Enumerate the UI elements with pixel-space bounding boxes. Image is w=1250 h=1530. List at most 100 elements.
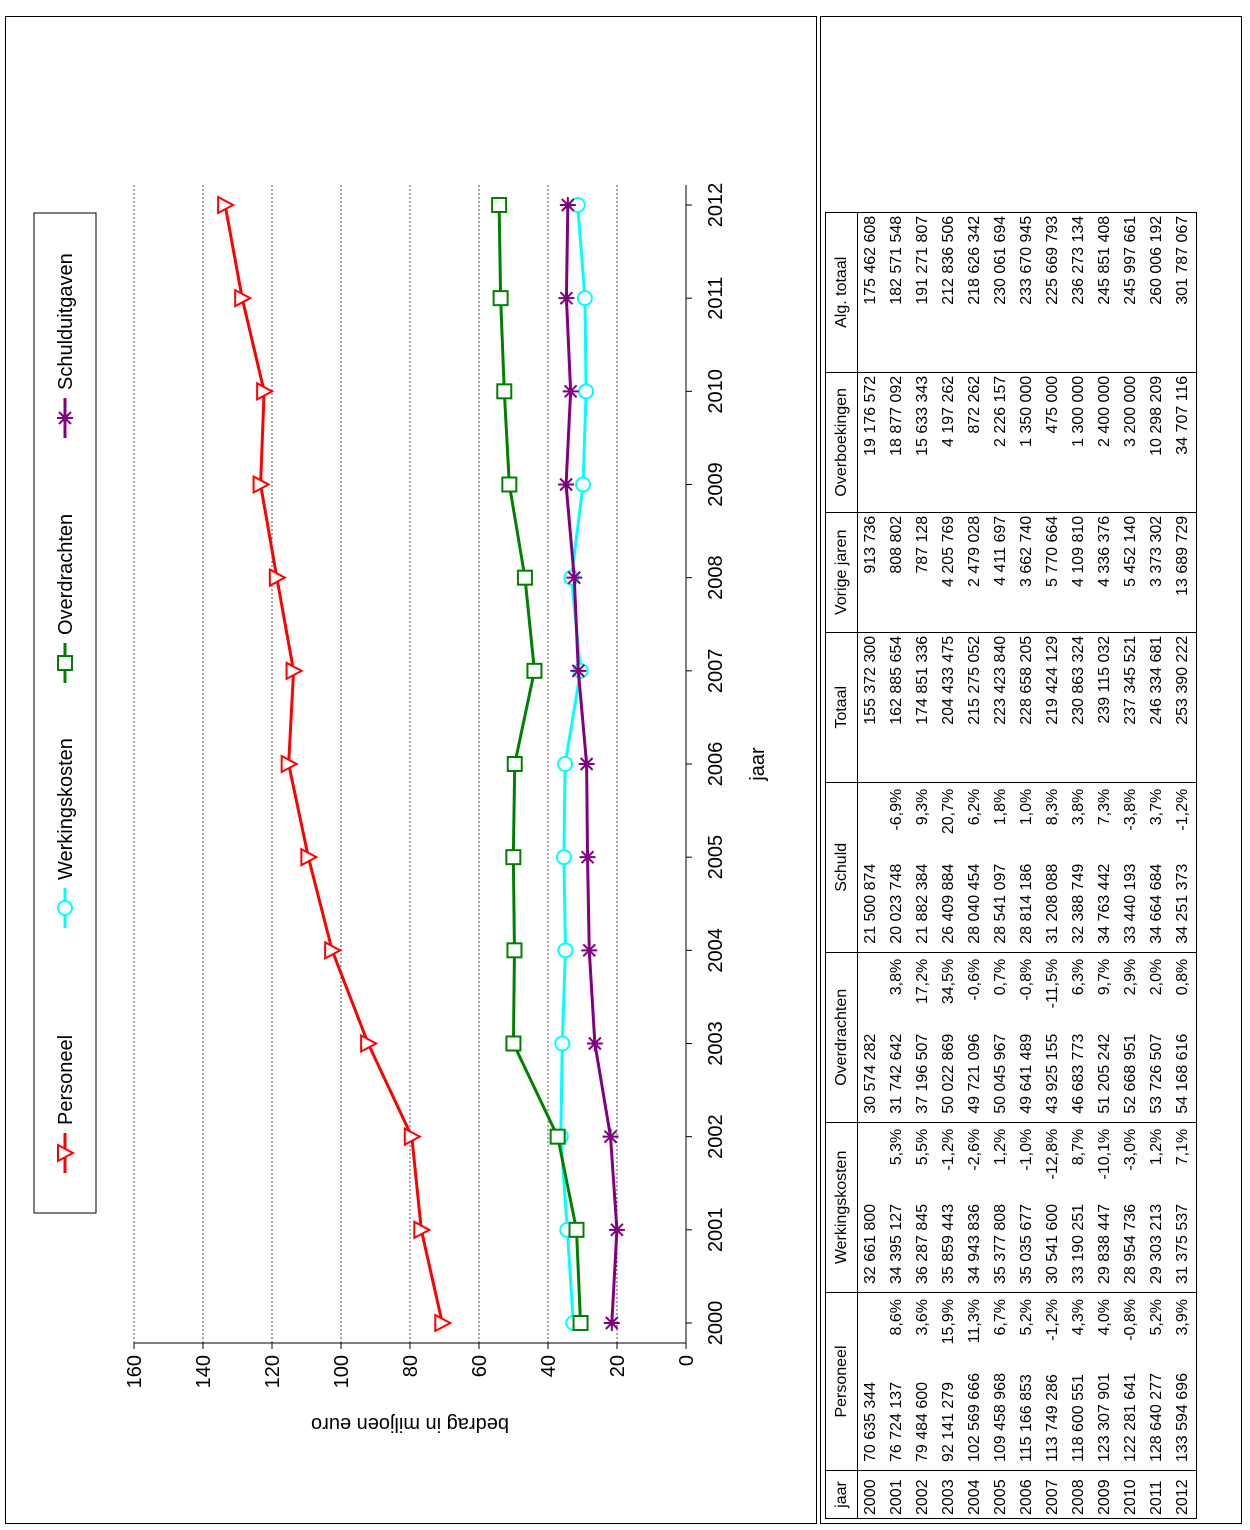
x-tick-label: 2009 [705, 462, 727, 507]
table-cell: 28 040 454 [962, 842, 988, 953]
table-cell: -1,2% [940, 1128, 957, 1171]
table-cell: 34 943 836 [962, 1182, 988, 1293]
x-tick-label: 2001 [705, 1208, 727, 1253]
table-row: 2002 79 484 600 3,6% 36 287 845 5,5% 37 196 5… [910, 212, 936, 1519]
x-tick-label: 2012 [705, 183, 727, 228]
table-cell: 6,2% [966, 788, 983, 826]
y-tick-label: 160 [124, 1355, 146, 1388]
x-tick-label: 2010 [705, 369, 727, 414]
table-cell: 4 336 376 [1092, 512, 1118, 633]
table-cell: 1 350 000 [1014, 372, 1040, 513]
table-cell: 53 726 507 [1144, 1012, 1170, 1123]
data-point-personeel [300, 847, 319, 867]
table-cell: 18 877 092 [884, 372, 910, 513]
y-tick-label: 40 [538, 1355, 560, 1377]
table-cell: 5,3% [888, 1128, 905, 1166]
table-cell: -11,5% [1044, 958, 1061, 1009]
table-cell: 2,9% [1122, 958, 1139, 996]
table-cell: 4 197 262 [936, 372, 962, 513]
y-axis-label: bedrag in miljoen euro [311, 1413, 509, 1435]
x-tick-label: 2000 [705, 1301, 727, 1346]
table-cell: 133 594 696 [1170, 1360, 1197, 1471]
table-cell: 76 724 137 [884, 1360, 910, 1471]
table-cell: 3,8% [1070, 788, 1087, 826]
table-cell: 230 061 694 [988, 212, 1014, 373]
data-point-schulduitgaven [581, 942, 598, 959]
data-point-schulduitgaven [566, 569, 583, 586]
table-cell: 11,3% [966, 1299, 983, 1344]
table-row: 2005 109 458 968 6,7% 35 377 808 1,2% 50 045 … [988, 212, 1014, 1519]
table-cell: 808 802 [884, 512, 910, 633]
table-cell: 33 190 251 [1066, 1182, 1092, 1293]
table-cell: 2009 [1092, 1470, 1118, 1519]
table-cell [858, 952, 885, 1012]
data-point-werkingskosten [557, 942, 574, 959]
y-tick-label: 140 [193, 1355, 215, 1388]
table-cell: 50 045 967 [988, 1012, 1014, 1123]
table-cell: 230 863 324 [1066, 632, 1092, 783]
legend-label: Werkingskosten [55, 738, 77, 880]
data-point-overdrachten [516, 569, 533, 586]
table-cell: 30 541 600 [1040, 1182, 1066, 1293]
table-cell: 34 707 116 [1170, 372, 1197, 513]
column-header: jaar [825, 1470, 858, 1519]
y-tick-label: 100 [331, 1355, 353, 1388]
table-cell: 5,2% [1148, 1299, 1165, 1336]
table-cell: 113 749 286 [1040, 1360, 1066, 1471]
table-cell: 237 345 521 [1118, 632, 1144, 783]
table-cell: -0,6% [966, 958, 983, 1001]
table-cell: 1,0% [1018, 788, 1035, 826]
table-cell: 50 022 869 [936, 1012, 962, 1123]
table-cell: 1,2% [1148, 1128, 1165, 1166]
data-point-personeel [360, 1033, 379, 1054]
table-cell: 21 882 384 [910, 842, 936, 953]
data-point-personeel [234, 288, 253, 308]
table-cell: 2008 [1066, 1470, 1092, 1519]
table-cell: 34 395 127 [884, 1182, 910, 1293]
table-row: 2000 70 635 344 32 661 800 30 574 282 21 500… [857, 212, 885, 1519]
table-cell: 109 458 968 [988, 1360, 1014, 1471]
table-row: 2003 92 141 279 15,9% 35 859 443 -1,2% 50 022… [936, 212, 962, 1519]
table-cell: 49 721 096 [962, 1012, 988, 1123]
column-header: Schuld [825, 782, 858, 953]
table-cell: 9,7% [1096, 958, 1113, 996]
y-tick-label: 0 [676, 1355, 698, 1366]
table-cell: 3,6% [914, 1299, 931, 1336]
table-cell: 2011 [1144, 1470, 1170, 1519]
table-cell: 49 641 489 [1014, 1012, 1040, 1123]
table-cell: 29 838 447 [1092, 1182, 1118, 1293]
table-cell: 36 287 845 [910, 1182, 936, 1293]
table-cell: 15 633 343 [910, 372, 936, 513]
table-cell: 32 661 800 [857, 1182, 884, 1293]
x-tick-label: 2004 [705, 928, 727, 973]
table-cell: 122 281 641 [1118, 1360, 1144, 1471]
table-cell: 301 787 067 [1170, 212, 1197, 373]
data-point-personeel [280, 754, 299, 774]
table-cell: 2005 [988, 1470, 1014, 1519]
table-cell: 13 689 729 [1170, 512, 1197, 633]
table-cell: 20,7% [940, 788, 957, 835]
table-cell: 3 373 302 [1144, 512, 1170, 633]
table-cell: 8,3% [1044, 788, 1061, 826]
table-cell: 5,5% [914, 1128, 931, 1166]
table-cell: 2003 [936, 1470, 962, 1519]
data-point-overdrachten [491, 197, 508, 213]
table-cell: 3,7% [1148, 788, 1165, 826]
table-cell: 2007 [1040, 1470, 1066, 1519]
line-chart: 0 20 40 60 80 100 120 140 160 2000 2001 2002 2003 200… [33, 183, 769, 1435]
table-cell: -10,1% [1096, 1128, 1113, 1180]
table-cell: -6,9% [888, 788, 905, 831]
table-cell: 6,7% [992, 1299, 1009, 1336]
table-cell: 245 851 408 [1092, 212, 1118, 373]
table-cell: 33 440 193 [1118, 842, 1144, 953]
data-point-werkingskosten [575, 476, 592, 493]
column-header: Vorige jaren [825, 512, 858, 633]
table-cell: 3 200 000 [1118, 372, 1144, 513]
table-cell: 17,2% [914, 958, 931, 1005]
x-tick-label: 2007 [705, 649, 727, 694]
table-cell: 5 452 140 [1118, 512, 1144, 633]
data-point-werkingskosten [555, 849, 572, 866]
table-cell: 29 303 213 [1144, 1182, 1170, 1293]
